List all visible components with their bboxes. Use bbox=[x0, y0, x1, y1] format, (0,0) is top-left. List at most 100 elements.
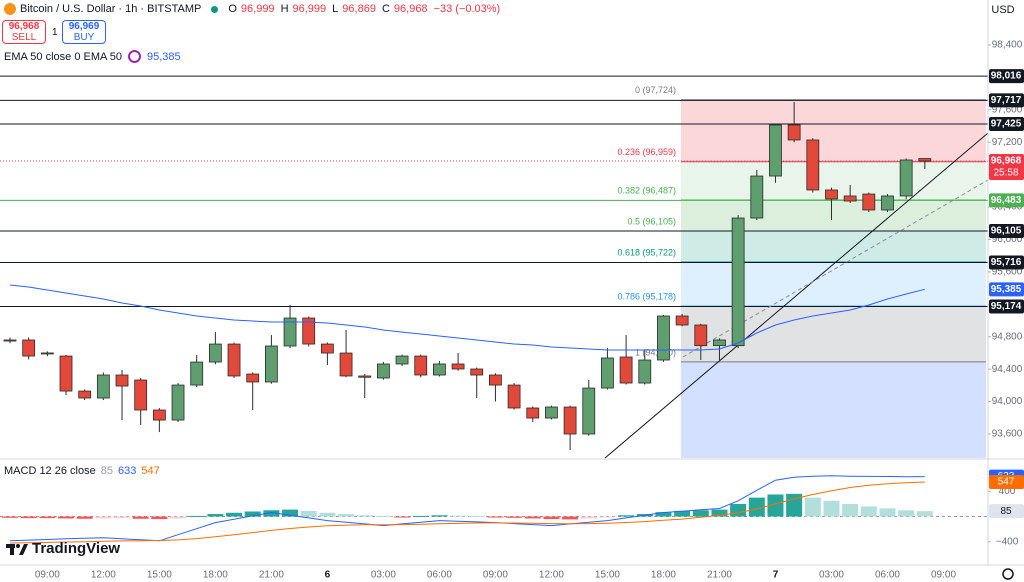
x-tick-label: 06:00 bbox=[875, 570, 900, 581]
brand: TradingView bbox=[6, 540, 120, 557]
y-tick-label: 95,600 bbox=[992, 267, 1023, 278]
price-badge-label: 95,174 bbox=[991, 301, 1022, 312]
sell-price: 96,968 bbox=[8, 21, 40, 32]
candle-body bbox=[769, 124, 782, 177]
x-tick-label: 6 bbox=[325, 570, 331, 581]
marks bbox=[0, 101, 988, 544]
candle-body bbox=[918, 158, 932, 162]
candle-body bbox=[59, 355, 73, 392]
fib-label: 0 (97,724) bbox=[635, 85, 676, 95]
change: −33 (−0.03%) bbox=[433, 3, 501, 15]
macd-histogram-bar bbox=[674, 510, 691, 517]
brand-icon bbox=[6, 543, 28, 555]
candle-body bbox=[470, 368, 484, 376]
candle-body bbox=[806, 139, 820, 191]
macd-histogram-bar bbox=[431, 515, 448, 517]
candle-body bbox=[451, 363, 465, 370]
macd-histogram-bar bbox=[879, 508, 896, 517]
macd-histogram-bar bbox=[20, 516, 37, 519]
market-status bbox=[211, 5, 219, 13]
candle-body bbox=[787, 124, 801, 141]
macd-histogram-bar bbox=[804, 497, 821, 517]
fib-zone bbox=[681, 200, 986, 231]
price-badge-label: 98,016 bbox=[991, 71, 1022, 82]
fib-label: 0.786 (95,178) bbox=[617, 291, 676, 301]
ohlc-value: 96,999 bbox=[292, 3, 327, 15]
macd-histogram-bar bbox=[188, 515, 205, 517]
macd-histogram-bar bbox=[319, 512, 336, 517]
x-tick-label: 09:00 bbox=[931, 570, 956, 581]
x-tick-label: 12:00 bbox=[91, 570, 116, 581]
macd-hist-value: 85 bbox=[100, 465, 113, 477]
macd-histogram-bar bbox=[767, 494, 784, 517]
macd-y-tick-label: 400 bbox=[999, 486, 1016, 497]
sell-button[interactable]: 96,968 SELL bbox=[2, 20, 46, 44]
x-tick-label: 21:00 bbox=[259, 570, 284, 581]
macd-histogram-bar bbox=[356, 515, 373, 517]
ema-value: 95,385 bbox=[147, 50, 181, 63]
macd-histogram-bar bbox=[394, 516, 411, 518]
x-tick-label: 06:00 bbox=[427, 570, 452, 581]
buy-button[interactable]: 96,969 BUY bbox=[62, 20, 106, 44]
macd-histogram-bar bbox=[2, 516, 18, 518]
settings-button[interactable] bbox=[1002, 568, 1014, 580]
price-badge bbox=[989, 299, 1024, 314]
candle-body bbox=[582, 387, 596, 435]
macd-badge bbox=[989, 504, 1024, 519]
candle-body bbox=[825, 189, 838, 200]
price-badge-label: 95,716 bbox=[991, 257, 1022, 268]
fib-label: 0.236 (96,959) bbox=[617, 147, 676, 157]
candle-body bbox=[339, 352, 353, 377]
ema-line bbox=[9, 284, 925, 351]
candle-body bbox=[134, 379, 148, 411]
price-badge-label: 97,425 bbox=[991, 119, 1022, 130]
candle-body bbox=[731, 217, 745, 347]
ohlc-key: H bbox=[280, 3, 289, 15]
macd-histogram-bar bbox=[76, 516, 93, 519]
ohlc-value: 96,869 bbox=[342, 3, 376, 15]
candle-body bbox=[489, 374, 502, 386]
x-tick-label: 03:00 bbox=[819, 570, 844, 581]
ohlc-value: 96,999 bbox=[240, 3, 275, 15]
macd-histogram-bar bbox=[580, 516, 597, 519]
candle-body bbox=[152, 409, 166, 421]
price-badge bbox=[989, 193, 1024, 208]
macd-histogram-bar bbox=[823, 500, 840, 517]
candle-body bbox=[638, 359, 652, 384]
macd-histogram-bar bbox=[599, 516, 616, 518]
fib-zone bbox=[681, 262, 986, 307]
x-tick-label: 21:00 bbox=[707, 570, 732, 581]
fib-zone bbox=[681, 306, 986, 362]
x-tick-label: 15:00 bbox=[595, 570, 620, 581]
x-tick-label: 09:00 bbox=[483, 570, 508, 581]
candle-body bbox=[227, 343, 241, 377]
price-badge-label: 96,105 bbox=[991, 226, 1022, 237]
fib-zone bbox=[681, 99, 986, 162]
macd-histogram-bar bbox=[730, 503, 747, 517]
macd-histogram-bar bbox=[300, 510, 317, 517]
macd-histogram-bar bbox=[506, 516, 523, 518]
candle-body bbox=[96, 374, 110, 399]
candle-body bbox=[264, 345, 278, 383]
signal-line bbox=[9, 481, 925, 544]
macd-signal-value: 547 bbox=[141, 465, 160, 477]
price-badge bbox=[989, 93, 1024, 108]
macd-histogram-bar bbox=[468, 515, 485, 517]
macd-histogram-bar bbox=[842, 503, 859, 517]
x-tick-label: 18:00 bbox=[651, 570, 676, 581]
candle-body bbox=[320, 343, 334, 354]
candle-body bbox=[601, 357, 614, 389]
y-tick-label: 98,400 bbox=[992, 40, 1023, 51]
candle-body bbox=[414, 355, 428, 376]
macd-histogram-bar bbox=[170, 516, 187, 519]
y-tick-label: 97,200 bbox=[992, 137, 1023, 148]
ohlc-key: C bbox=[381, 3, 390, 15]
candle-body bbox=[750, 175, 764, 219]
candle-body bbox=[433, 363, 446, 376]
ema-name: EMA 50 close 0 EMA 50 bbox=[4, 50, 123, 63]
candle-body bbox=[40, 352, 54, 355]
y-tick-label: 93,600 bbox=[992, 429, 1023, 440]
trend-line bbox=[604, 132, 989, 459]
